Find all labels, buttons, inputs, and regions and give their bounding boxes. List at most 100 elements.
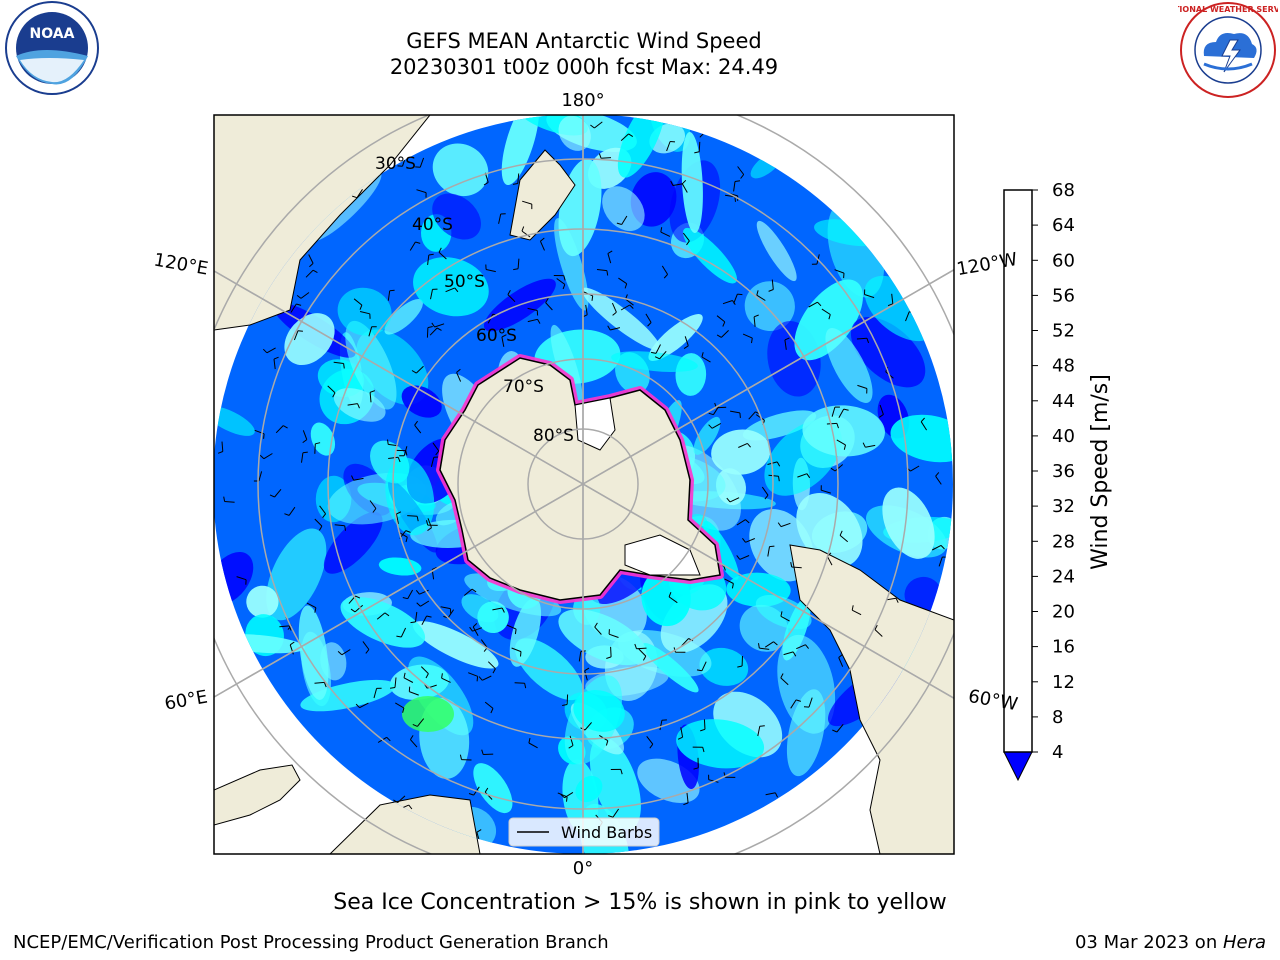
lon-label-60e: 60°E bbox=[163, 686, 209, 714]
wind-barb bbox=[780, 611, 790, 622]
wind-speed-cell bbox=[715, 468, 747, 506]
wind-speed-cell bbox=[802, 405, 885, 457]
wind-barb bbox=[920, 417, 928, 431]
wind-barb bbox=[874, 624, 883, 637]
wind-barb bbox=[594, 622, 602, 635]
wind-barb bbox=[402, 589, 414, 600]
wind-barb bbox=[736, 519, 750, 526]
wind-barb bbox=[347, 403, 360, 409]
wind-barb bbox=[758, 643, 770, 650]
colorbar-tick-label: 16 bbox=[1052, 637, 1075, 658]
wind-barb bbox=[421, 615, 432, 626]
wind-barb bbox=[485, 264, 496, 273]
lat-label-70: 70°S bbox=[503, 377, 544, 397]
wind-barb bbox=[834, 269, 845, 279]
wind-speed-cell bbox=[882, 487, 935, 559]
wind-barb bbox=[359, 311, 371, 319]
wind-barb bbox=[784, 337, 790, 350]
wind-speed-cell bbox=[509, 598, 542, 667]
wind-barb bbox=[693, 757, 699, 770]
noaa-logo-text: NOAA bbox=[30, 26, 75, 42]
colorbar-tick-label: 28 bbox=[1052, 531, 1075, 552]
wind-barb bbox=[832, 723, 844, 733]
colorbar-tick-label: 36 bbox=[1052, 461, 1075, 482]
wind-barb bbox=[820, 485, 831, 494]
wind-barb bbox=[469, 626, 483, 632]
wind-barb bbox=[608, 629, 619, 638]
colorbar-tick-label: 4 bbox=[1052, 742, 1063, 763]
wind-barb bbox=[887, 293, 894, 307]
wind-barb bbox=[724, 578, 734, 589]
wind-barb bbox=[590, 121, 603, 129]
wind-speed-cell bbox=[432, 193, 481, 240]
meridian-line-opp-5 bbox=[582, 483, 954, 700]
wind-barb bbox=[217, 441, 224, 454]
wind-barb bbox=[463, 588, 477, 596]
wind-barb bbox=[395, 702, 405, 713]
wind-barb bbox=[352, 189, 363, 199]
wind-barb bbox=[305, 269, 318, 278]
wind-barb bbox=[700, 719, 706, 732]
wind-speed-cell bbox=[693, 416, 721, 455]
wind-barb bbox=[472, 623, 479, 636]
wind-barb bbox=[395, 511, 402, 524]
wind-barb bbox=[259, 453, 273, 460]
wind-barb bbox=[738, 442, 751, 448]
wind-barb bbox=[607, 325, 621, 331]
colorbar-tick-label: 56 bbox=[1052, 285, 1075, 306]
wind-barb bbox=[416, 189, 427, 198]
wind-barb bbox=[327, 385, 336, 398]
wind-barb bbox=[879, 404, 884, 418]
wind-barb bbox=[410, 611, 418, 624]
wind-barb bbox=[608, 808, 620, 818]
wind-barb bbox=[681, 179, 688, 193]
wind-speed-cell bbox=[337, 287, 392, 336]
wind-barb bbox=[522, 200, 533, 210]
wind-barb bbox=[839, 530, 849, 543]
wind-barb bbox=[539, 237, 545, 251]
wind-barb bbox=[659, 719, 667, 731]
wind-barb bbox=[511, 647, 522, 657]
nws-logo-text: NATIONAL WEATHER SERVICE bbox=[1178, 5, 1278, 14]
wind-barb bbox=[596, 269, 609, 276]
colorbar-tick-label: 68 bbox=[1052, 180, 1075, 201]
wind-barb bbox=[289, 641, 295, 655]
lon-label-180: 180° bbox=[561, 90, 604, 111]
wind-barb bbox=[279, 625, 292, 631]
wind-barb bbox=[742, 333, 753, 344]
wind-speed-cell bbox=[266, 528, 327, 621]
wind-barb bbox=[420, 666, 429, 679]
wind-barb bbox=[886, 597, 899, 603]
wind-speed-cell bbox=[412, 621, 499, 669]
wind-speed-cell bbox=[384, 299, 423, 335]
wind-barb bbox=[645, 313, 652, 327]
wind-speed-cell bbox=[413, 257, 489, 317]
wind-barb bbox=[831, 406, 840, 417]
lon-label-60w: 60°W bbox=[967, 686, 1020, 715]
lon-label-0: 0° bbox=[573, 858, 593, 879]
ross-ice-shelf bbox=[574, 397, 616, 451]
lon-label-120e: 120°E bbox=[152, 249, 210, 279]
wind-barb bbox=[411, 365, 424, 374]
wind-barb bbox=[726, 497, 740, 503]
wind-barb bbox=[376, 612, 390, 620]
wind-barb bbox=[269, 488, 282, 498]
wind-barb bbox=[666, 141, 676, 152]
wind-speed-cell bbox=[777, 634, 836, 734]
colorbar-tick-label: 12 bbox=[1052, 672, 1075, 693]
chart-subtitle: 20230301 t00z 000h fcst Max: 24.49 bbox=[389, 55, 779, 79]
wind-barb bbox=[440, 606, 452, 614]
wind-barb bbox=[611, 302, 617, 316]
wind-barb bbox=[584, 667, 590, 681]
colorbar-tick-label: 32 bbox=[1052, 496, 1075, 517]
lat-label-50: 50°S bbox=[444, 272, 485, 292]
wind-barb bbox=[598, 153, 612, 159]
wind-barb bbox=[396, 627, 407, 638]
wind-barb bbox=[333, 361, 345, 369]
wind-speed-cell bbox=[246, 585, 279, 618]
wind-barb bbox=[764, 641, 778, 648]
wind-barb bbox=[293, 330, 303, 341]
colorbar-tick-label: 20 bbox=[1052, 602, 1075, 623]
wind-barb bbox=[415, 157, 425, 168]
